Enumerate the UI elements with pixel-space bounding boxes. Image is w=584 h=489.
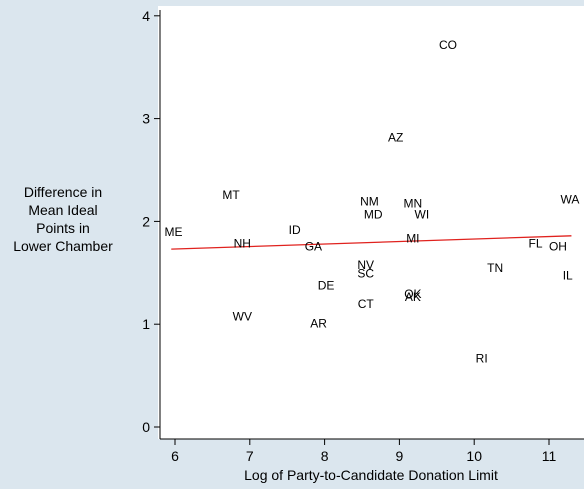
point-label-md: MD bbox=[364, 208, 383, 222]
point-label-wv: WV bbox=[233, 309, 252, 323]
point-label-nv: NV bbox=[357, 258, 374, 272]
y-axis-title-line: Difference in bbox=[23, 184, 103, 200]
point-label-nm: NM bbox=[360, 194, 379, 208]
point-label-me: ME bbox=[165, 225, 183, 239]
point-label-oh: OH bbox=[549, 240, 567, 254]
x-tick-label: 7 bbox=[246, 448, 254, 464]
x-tick-label: 6 bbox=[171, 448, 179, 464]
fit-line bbox=[171, 235, 572, 250]
x-axis-title: Log of Party-to-Candidate Donation Limit bbox=[244, 467, 498, 483]
point-label-mt: MT bbox=[222, 188, 240, 202]
y-tick-label: 1 bbox=[142, 316, 150, 332]
point-label-sc: SC bbox=[357, 266, 374, 280]
y-tick-label: 0 bbox=[142, 419, 150, 435]
point-label-nh: NH bbox=[234, 236, 251, 250]
y-axis-title-line: Points in bbox=[36, 220, 90, 236]
y-tick-label: 2 bbox=[142, 213, 150, 229]
y-axis-title-line: Lower Chamber bbox=[13, 238, 113, 254]
point-label-mn: MN bbox=[404, 196, 423, 210]
point-label-wa: WA bbox=[560, 192, 579, 206]
axes: 0 1 2 3 4 6 7 8 9 10 11 bbox=[142, 8, 584, 464]
plot-area bbox=[158, 6, 584, 439]
y-tick-label: 4 bbox=[142, 8, 150, 24]
point-label-fl: FL bbox=[529, 236, 543, 250]
point-label-ct: CT bbox=[358, 297, 375, 311]
point-label-co: CO bbox=[439, 38, 457, 52]
y-axis-title-line: Mean Ideal bbox=[28, 202, 98, 218]
y-tick-label: 3 bbox=[142, 111, 150, 127]
point-label-mi: MI bbox=[406, 231, 419, 245]
point-label-tn: TN bbox=[487, 261, 503, 275]
point-label-wi: WI bbox=[415, 208, 430, 222]
x-tick-label: 10 bbox=[466, 448, 482, 464]
point-label-il: IL bbox=[563, 268, 573, 282]
point-label-de: DE bbox=[318, 279, 335, 293]
x-tick-label: 11 bbox=[542, 448, 557, 464]
point-label-ak: AK bbox=[405, 290, 421, 304]
x-tick-label: 8 bbox=[321, 448, 329, 464]
x-tick-label: 9 bbox=[396, 448, 404, 464]
point-label-id: ID bbox=[289, 223, 301, 237]
point-label-ga: GA bbox=[305, 240, 322, 254]
point-label-ri: RI bbox=[476, 352, 488, 366]
y-axis-title: Difference in Mean Ideal Points in Lower… bbox=[0, 183, 126, 255]
fit-line-layer bbox=[171, 235, 572, 250]
point-label-az: AZ bbox=[388, 131, 403, 145]
point-labels: CO AZ MT WA NM MN MD WI ID ME MI NH FL GA OH NV TN SC IL DE… bbox=[165, 38, 580, 366]
point-label-ok: OK bbox=[404, 287, 421, 301]
point-label-ar: AR bbox=[310, 317, 327, 331]
